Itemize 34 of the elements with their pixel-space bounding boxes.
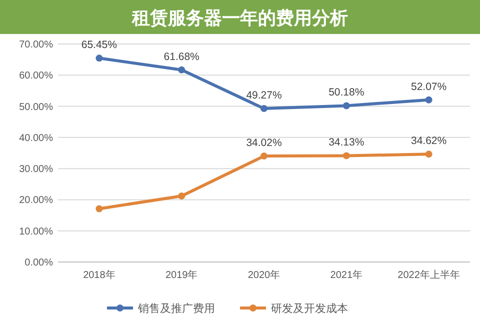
y-tick-label: 40.00% — [19, 132, 54, 144]
point — [178, 66, 186, 74]
y-tick-label: 20.00% — [19, 195, 54, 206]
legend-label: 销售及推广费用 — [137, 302, 215, 315]
point — [425, 150, 432, 158]
y-tick-label: 50.00% — [19, 102, 54, 113]
y-tick-label: 60.00% — [19, 70, 54, 82]
data-label: 65.45% — [81, 39, 118, 52]
data-label: 49.27% — [246, 90, 282, 102]
chart-title: 租赁服务器一年的费用分析 — [131, 8, 348, 28]
point — [342, 152, 350, 160]
y-tick-label: 0.00% — [24, 258, 54, 268]
data-label: 34.13% — [328, 136, 364, 149]
y-tick-label: 30.00% — [19, 164, 54, 176]
point — [96, 54, 103, 62]
y-tick-label: 70.00% — [19, 40, 54, 50]
x-tick-label: 2021年 — [330, 269, 363, 281]
x-tick-label: 2020年 — [248, 269, 280, 281]
data-label: 50.18% — [328, 86, 364, 99]
data-label: 52.07% — [410, 80, 447, 93]
y-tick-label: 10.00% — [19, 226, 54, 238]
x-tick-label: 2022年上半年 — [398, 269, 460, 281]
point — [178, 192, 186, 200]
point — [342, 102, 350, 110]
point — [96, 205, 103, 212]
x-tick-label: 2019年 — [165, 269, 198, 281]
x-tick-label: 2018年 — [83, 269, 116, 281]
data-label: 34.62% — [410, 135, 447, 148]
data-label: 34.02% — [246, 137, 282, 150]
legend-label: 研发及开发成本 — [271, 302, 348, 315]
data-label: 61.68% — [164, 50, 200, 63]
point — [425, 96, 432, 104]
point — [260, 105, 268, 112]
point — [260, 152, 268, 160]
